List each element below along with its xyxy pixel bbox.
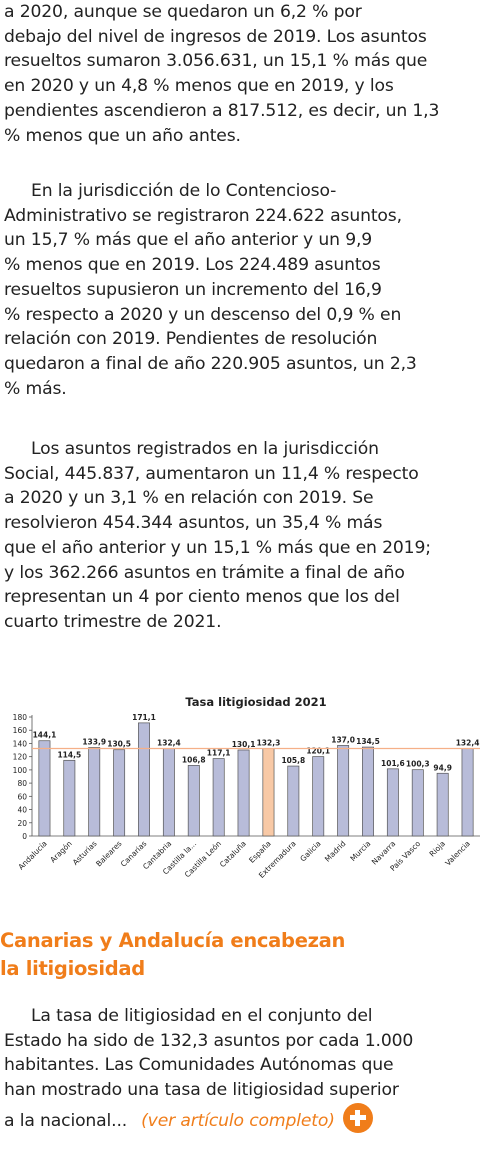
bar-13	[362, 746, 374, 837]
article-paragraph-1: a 2020, aunque se quedaron un 6,2 % por …	[4, 2, 440, 146]
y-tick-label: 120	[13, 753, 28, 762]
y-tick-label: 140	[13, 739, 28, 748]
bar-1	[63, 759, 76, 837]
data-label-2: 133,9	[82, 737, 106, 746]
data-label-0: 144,1	[33, 731, 57, 740]
chart-title: Tasa litigiosidad 2021	[185, 695, 326, 709]
category-label-11: Galicia	[298, 839, 322, 863]
litigation-rate-chart: Tasa litigiosidad 2021 0 20 40 60 80 100 120 140…	[0, 690, 495, 890]
y-tick-label: 60	[17, 792, 27, 801]
bar-0	[38, 740, 51, 837]
bar-6	[187, 765, 200, 837]
bar-10	[287, 765, 300, 837]
bar-7	[212, 758, 225, 837]
bar-chart-svg: Tasa litigiosidad 2021 0 20 40 60 80 100 120 140…	[13, 695, 480, 880]
bar-5	[162, 748, 175, 837]
article-paragraph-3: Los asuntos registrados en la jurisdicci…	[4, 437, 492, 635]
read-more-link[interactable]: (ver artículo completo)	[141, 1110, 335, 1131]
bar-14	[386, 768, 399, 837]
bar-16	[436, 772, 449, 837]
category-label-0: Andalucía	[16, 839, 48, 871]
y-tick-label: 100	[13, 766, 28, 775]
plus-circle-icon[interactable]	[342, 1102, 373, 1133]
bar-9	[262, 748, 275, 837]
data-label-15: 100,3	[406, 760, 430, 769]
y-tick-label: 40	[17, 806, 27, 815]
article-paragraph-4: La tasa de litigiosidad en el conjunto d…	[4, 1004, 492, 1134]
y-tick-label: 80	[17, 779, 27, 788]
category-label-13: Murcia	[348, 839, 372, 863]
data-label-9: 132,3	[257, 739, 281, 748]
article-paragraph-4-text: La tasa de litigiosidad en el conjunto d…	[4, 1006, 414, 1131]
data-label-3: 130,5	[107, 740, 131, 749]
article-paragraph-3-text: Los asuntos registrados en la jurisdicci…	[4, 439, 431, 632]
category-label-17: Valencia	[443, 839, 472, 868]
data-label-10: 105,8	[281, 756, 305, 765]
data-label-1: 114,5	[57, 750, 81, 759]
bar-12	[337, 745, 350, 837]
y-tick-label: 0	[22, 832, 27, 841]
bar-2	[88, 747, 101, 837]
data-label-7: 117,1	[207, 749, 231, 758]
data-label-8: 130,1	[232, 740, 256, 749]
data-label-4: 171,1	[132, 713, 156, 722]
data-label-17: 132,4	[456, 738, 480, 747]
bar-11	[312, 756, 325, 837]
section-title: Canarias y Andalucía encabezan la litigi…	[0, 929, 346, 980]
y-tick-label: 160	[13, 726, 28, 735]
bar-8	[237, 749, 250, 837]
bar-15	[411, 769, 424, 837]
y-tick-label: 20	[17, 819, 27, 828]
category-label-12: Madrid	[323, 839, 348, 864]
data-label-5: 132,4	[157, 738, 181, 747]
y-tick-label: 180	[13, 713, 28, 722]
bar-17	[461, 748, 474, 837]
article-paragraph-2-text: En la jurisdicción de lo Contencioso- Ad…	[4, 181, 417, 399]
data-label-14: 101,6	[381, 759, 405, 768]
category-label-16: Rioja	[428, 839, 448, 859]
data-label-13: 134,5	[356, 737, 380, 746]
bar-3	[113, 749, 126, 837]
data-label-11: 120,1	[306, 747, 330, 756]
category-label-8: Cataluña	[218, 839, 248, 869]
data-label-6: 106,8	[182, 755, 206, 764]
bar-4	[138, 722, 150, 837]
article-paragraph-2: En la jurisdicción de lo Contencioso- Ad…	[4, 179, 492, 401]
data-label-16: 94,9	[433, 763, 452, 772]
data-label-12: 137,0	[331, 735, 355, 744]
